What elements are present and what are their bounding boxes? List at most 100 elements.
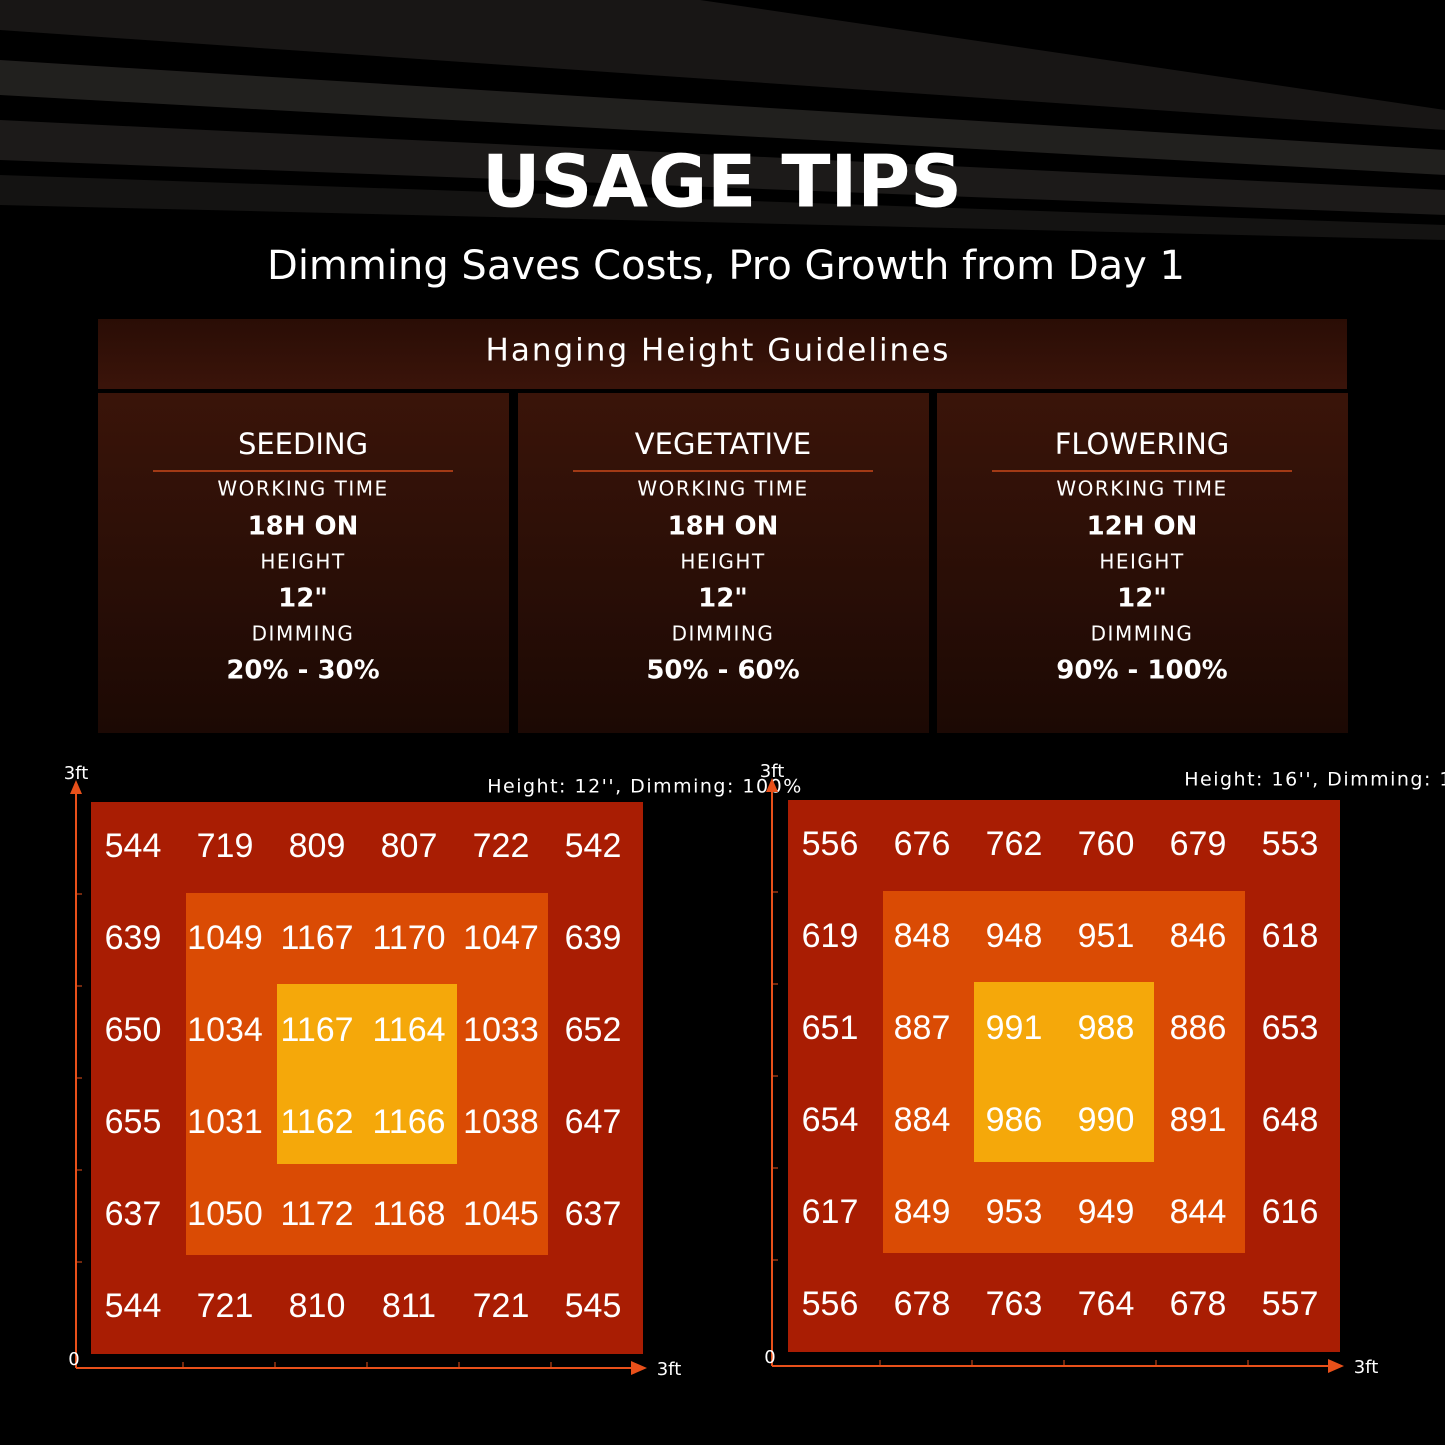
ppfd-value: 616 [1262,1193,1319,1231]
ppfd-value: 807 [381,827,438,865]
dimming-label: DIMMING [1091,622,1194,646]
ppfd-value: 1038 [463,1103,539,1141]
working-time: 18H ON [248,512,359,542]
ppfd-value: 619 [802,917,859,955]
ppfd-value: 810 [289,1287,346,1325]
ppfd-value: 1031 [187,1103,263,1141]
ppfd-value: 1164 [372,1011,445,1049]
ppfd-value: 887 [894,1009,951,1047]
ppfd-value: 990 [1078,1101,1135,1139]
ppfd-value: 953 [986,1193,1043,1231]
ppfd-value: 719 [197,827,254,865]
dimming: 90% - 100% [1056,656,1227,686]
ppfd-value: 849 [894,1193,951,1231]
ppfd-value: 848 [894,917,951,955]
height-label: HEIGHT [260,550,345,574]
ppfd-value: 1050 [187,1195,263,1233]
ppfd-value: 988 [1078,1009,1135,1047]
ppfd-value: 653 [1262,1009,1319,1047]
dimming-label: DIMMING [672,622,775,646]
working-time: 12H ON [1087,512,1198,542]
map-label: Height: 16'', Dimming: 100% [1184,769,1445,791]
dimming-label: DIMMING [252,622,355,646]
ppfd-value: 1049 [187,919,263,957]
working-time-label: WORKING TIME [217,477,388,501]
ppfd-value: 676 [894,825,951,863]
ppfd-value: 762 [986,825,1043,863]
ppfd-value: 811 [382,1287,436,1325]
stage-name: VEGETATIVE [635,427,811,461]
ppfd-value: 655 [105,1103,162,1141]
stage-name: FLOWERING [1055,427,1230,461]
stage-name: SEEDING [238,427,368,461]
y-arrow [70,780,82,794]
ppfd-value: 650 [105,1011,162,1049]
light-bars [0,0,1445,240]
ppfd-value: 654 [802,1101,859,1139]
ppfd-value: 678 [1170,1285,1227,1323]
ppfd-value: 809 [289,827,346,865]
height: 12" [698,584,748,614]
ppfd-value: 637 [105,1195,162,1233]
dimming: 20% - 30% [226,656,379,686]
working-time-label: WORKING TIME [1056,477,1227,501]
ppfd-value: 617 [802,1193,859,1231]
working-time-label: WORKING TIME [637,477,808,501]
stage-panel [98,393,509,733]
ppfd-value: 721 [197,1287,254,1325]
y-arrow [766,778,778,792]
ppfd-value: 891 [1170,1101,1227,1139]
guidelines-header [98,319,1347,389]
title: USAGE TIPS [482,140,962,224]
x-axis-label: 3ft [1354,1357,1379,1378]
ppfd-value: 544 [105,827,162,865]
ppfd-value: 722 [473,827,530,865]
guidelines-title: Hanging Height Guidelines [486,333,951,369]
ppfd-value: 553 [1262,825,1319,863]
ppfd-value: 556 [802,1285,859,1323]
working-time: 18H ON [668,512,779,542]
ppfd-value: 651 [802,1009,859,1047]
ppfd-value: 545 [565,1287,622,1325]
intensity-zone [277,984,457,1164]
ppfd-value: 760 [1078,825,1135,863]
ppfd-value: 949 [1078,1193,1135,1231]
ppfd-value: 639 [105,919,162,957]
ppfd-value: 951 [1078,917,1135,955]
stage-panel [937,393,1348,733]
height: 12" [1117,584,1167,614]
ppfd-value: 991 [986,1009,1043,1047]
ppfd-value: 1045 [463,1195,539,1233]
ppfd-value: 1167 [280,1011,353,1049]
ppfd-value: 1168 [372,1195,445,1233]
ppfd-value: 679 [1170,825,1227,863]
y-axis-label: 3ft [760,761,785,782]
ppfd-value: 1172 [280,1195,353,1233]
dimming: 50% - 60% [646,656,799,686]
x-arrow [1328,1359,1344,1373]
origin-label: 0 [764,1347,775,1368]
ppfd-value: 1162 [280,1103,353,1141]
origin-label: 0 [68,1349,79,1370]
x-axis-label: 3ft [657,1359,682,1380]
ppfd-value: 556 [802,825,859,863]
ppfd-value: 618 [1262,917,1319,955]
ppfd-value: 763 [986,1285,1043,1323]
ppfd-value: 764 [1078,1285,1135,1323]
ppfd-value: 637 [565,1195,622,1233]
height-label: HEIGHT [680,550,765,574]
ppfd-value: 1170 [372,919,445,957]
height: 12" [278,584,328,614]
ppfd-value: 886 [1170,1009,1227,1047]
y-axis-label: 3ft [64,763,89,784]
ppfd-value: 557 [1262,1285,1319,1323]
ppfd-value: 884 [894,1101,951,1139]
ppfd-value: 721 [473,1287,530,1325]
ppfd-value: 1034 [187,1011,263,1049]
ppfd-value: 1033 [463,1011,539,1049]
stage-panel [518,393,929,733]
intensity-zone [974,982,1154,1162]
map-label: Height: 12'', Dimming: 100% [487,776,803,798]
ppfd-value: 1167 [280,919,353,957]
